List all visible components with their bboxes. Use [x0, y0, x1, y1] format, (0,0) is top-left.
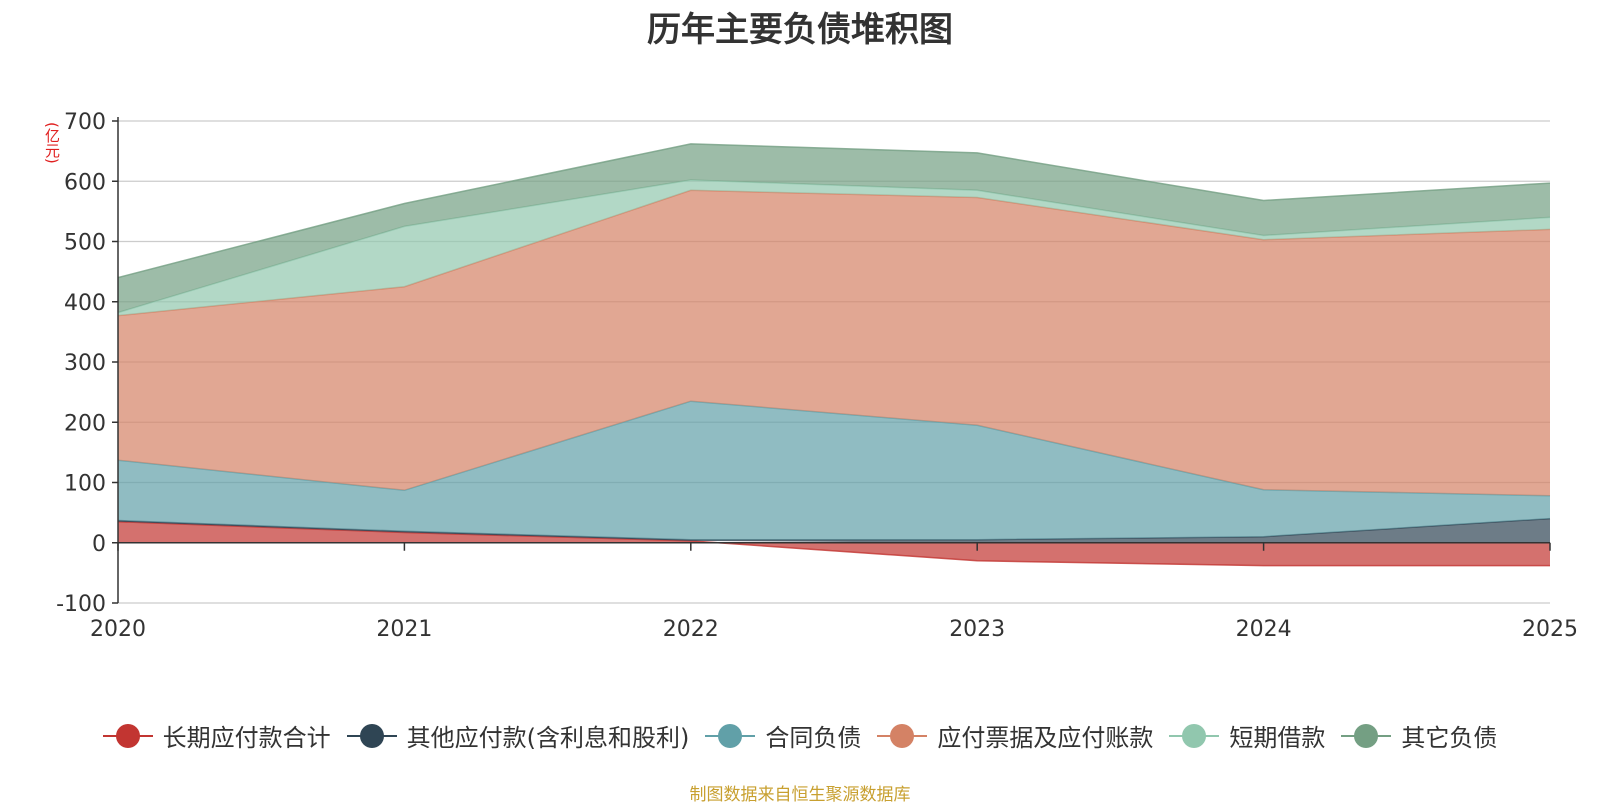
x-tick-label: 2025 — [1522, 617, 1578, 642]
y-tick-label: 600 — [64, 170, 106, 195]
legend-item-1[interactable]: 其他应付款(含利息和股利) — [346, 718, 690, 753]
source-note: 制图数据来自恒生聚源数据库 — [689, 785, 911, 805]
area-series-5 — [118, 143, 1550, 313]
y-axis-unit-label: (亿元) — [43, 122, 61, 164]
y-tick-label: 500 — [64, 231, 106, 256]
legend-swatch — [877, 723, 928, 748]
y-tick-label: -100 — [56, 592, 106, 617]
line-series-0 — [117, 520, 1550, 567]
legend-swatch — [1169, 723, 1220, 748]
x-tick-label: 2024 — [1236, 617, 1292, 642]
y-tick-label: 200 — [64, 411, 106, 436]
x-tick-label: 2023 — [949, 617, 1005, 642]
y-tick-label: 700 — [64, 110, 106, 135]
x-tick-label: 2021 — [376, 617, 432, 642]
legend-label: 合同负债 — [765, 724, 862, 752]
legend: 长期应付款合计 其他应付款(含利息和股利) 合同负债 应付票据及应付账款 短期借款 其它负… — [0, 718, 1600, 753]
area-series-3 — [118, 190, 1550, 496]
area-series-1 — [118, 518, 1550, 543]
y-tick-label: 100 — [64, 472, 106, 497]
legend-label: 短期借款 — [1229, 724, 1326, 752]
line-series-5 — [117, 143, 1551, 279]
area-series-4 — [118, 180, 1550, 316]
legend-label: 其他应付款(含利息和股利) — [406, 724, 690, 752]
legend-item-4[interactable]: 短期借款 — [1169, 718, 1325, 753]
area-series-2 — [118, 401, 1550, 540]
y-tick-label: 400 — [64, 291, 106, 316]
legend-item-0[interactable]: 长期应付款合计 — [102, 718, 331, 753]
legend-swatch — [705, 723, 756, 748]
legend-item-2[interactable]: 合同负债 — [705, 718, 861, 753]
legend-label: 应付票据及应付账款 — [937, 724, 1154, 752]
chart-title: 历年主要负债堆积图 — [647, 10, 953, 50]
legend-swatch — [102, 723, 153, 748]
legend-item-5[interactable]: 其它负债 — [1341, 718, 1497, 753]
y-tick-label: 300 — [64, 351, 106, 376]
x-tick-label: 2022 — [663, 617, 719, 642]
y-tick-label: 0 — [92, 532, 106, 557]
legend-label: 长期应付款合计 — [162, 724, 331, 752]
legend-swatch — [346, 723, 397, 748]
legend-label: 其它负债 — [1401, 724, 1498, 752]
legend-item-3[interactable]: 应付票据及应付账款 — [877, 718, 1153, 753]
x-tick-label: 2020 — [90, 617, 146, 642]
area-series-0 — [118, 521, 1550, 566]
legend-swatch — [1341, 723, 1392, 748]
